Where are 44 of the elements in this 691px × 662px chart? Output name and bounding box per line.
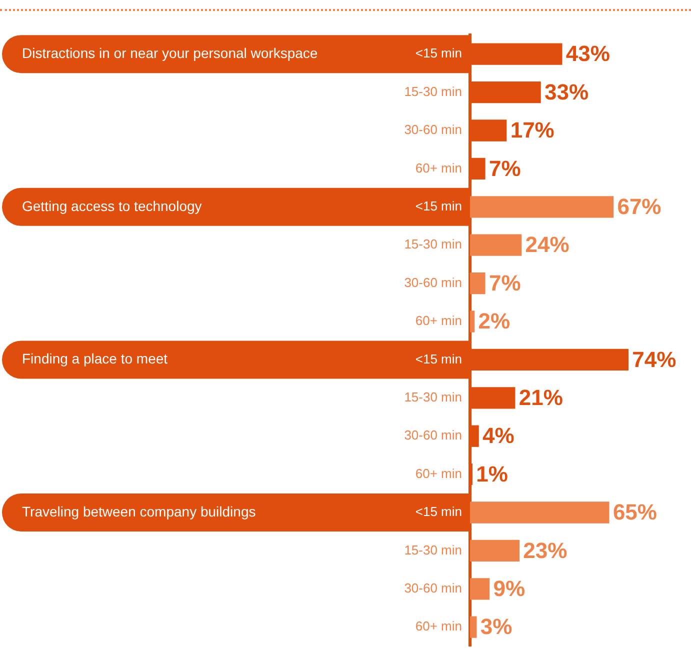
bar (470, 578, 490, 600)
data-label: 4% (482, 423, 514, 448)
data-label: 65% (612, 500, 657, 525)
data-label: 43% (566, 41, 610, 66)
data-label: 23% (523, 538, 568, 563)
bar (470, 310, 475, 332)
data-label: 21% (518, 384, 563, 410)
y-tick-label: 30-60 min (404, 580, 462, 596)
bar (470, 616, 477, 638)
text: Traveling between company buildings (22, 503, 256, 520)
data-label: 2% (478, 308, 510, 334)
data-label: 3% (480, 614, 512, 640)
y-tick-label: 15-30 min (404, 389, 462, 404)
y-tick-label: <15 min (415, 504, 462, 520)
text: Distractions in or near your personal workspace (22, 44, 318, 61)
bar (470, 540, 520, 562)
y-tick-label: 60+ min (415, 618, 462, 634)
y-tick-label: 15-30 min (404, 236, 462, 252)
y-tick-label: 60+ min (415, 313, 462, 328)
y-tick-label: 30-60 min (404, 122, 462, 138)
y-tick-label: 15-30 min (404, 542, 462, 558)
y-tick-label: 60+ min (415, 160, 462, 176)
bar (470, 196, 614, 218)
y-tick-label: <15 min (415, 351, 462, 366)
y-tick-label: 30-60 min (404, 428, 462, 443)
text: Finding a place to meet (22, 350, 168, 367)
data-label: 67% (617, 194, 662, 219)
data-label: 33% (544, 79, 589, 104)
bar (470, 234, 522, 256)
y-tick-label: <15 min (415, 198, 462, 214)
y-tick-label: <15 min (415, 46, 462, 61)
data-label: 17% (510, 118, 554, 143)
bar (470, 272, 486, 294)
data-label: 7% (488, 270, 521, 296)
data-label: 74% (632, 346, 676, 372)
data-label: 7% (488, 156, 521, 181)
data-label: 1% (476, 461, 508, 486)
text: Getting access to technology (22, 198, 202, 214)
y-tick-label: 15-30 min (404, 84, 462, 99)
bar (470, 502, 610, 524)
y-tick-label: 30-60 min (404, 274, 462, 290)
y-tick-label: 60+ min (415, 466, 462, 481)
data-label: 24% (525, 232, 570, 258)
data-label: 9% (493, 576, 526, 601)
